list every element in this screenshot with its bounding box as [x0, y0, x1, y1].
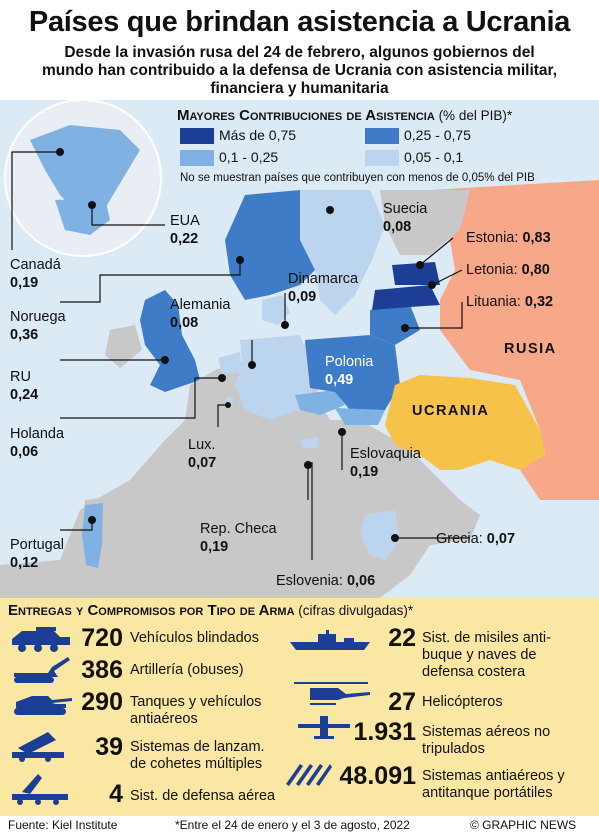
germany-region: [235, 335, 312, 420]
italy-region: [255, 440, 345, 545]
weapon-number-1: 720: [81, 624, 123, 652]
rocket-launcher-icon: [12, 732, 64, 762]
missiles-icon: [286, 764, 332, 786]
weapon-label-7: Helicópteros: [422, 694, 503, 710]
weapon-label-4: Sistemas de lanzam. de cohetes múltiples: [130, 739, 265, 772]
ireland-region: [105, 325, 142, 368]
weapon-label-5: Sist. de defensa aérea: [130, 788, 276, 804]
legend-label-3: 0,1 - 0,25: [219, 149, 279, 165]
weapon-label-8: Sistemas aéreos no tripulados: [422, 724, 551, 757]
norway-region: [225, 190, 315, 300]
label-estonia: Estonia: 0,83: [466, 230, 551, 246]
weapon-number-3: 290: [81, 688, 123, 716]
credit-note: © GRAPHIC NEWS: [470, 818, 577, 832]
legend-label-1: Más de 0,75: [219, 127, 297, 143]
weapons-title: Entregas y Compromisos por Tipo de Arma …: [8, 602, 413, 619]
slovenia-region: [300, 437, 318, 448]
label-portugal: Portugal 0,12: [10, 537, 65, 571]
weapon-label-9: Sistemas antiaéreos y antitanque portáti…: [422, 768, 565, 801]
weapon-label-1: Vehículos blindados: [130, 630, 259, 646]
legend-title-suffix: (% del PIB)*: [438, 108, 513, 123]
legend-label-2: 0,25 - 0,75: [404, 127, 471, 143]
legend-swatch-3: [180, 150, 214, 166]
label-slovenia: Eslovenia: 0,06: [276, 573, 376, 589]
weapon-number-5: 4: [109, 780, 123, 808]
label-slovakia: Eslovaquia 0,19: [350, 446, 421, 480]
howitzer-icon: [14, 657, 70, 683]
armored-vehicle-icon: [12, 627, 70, 652]
legend-note: No se muestran países que contribuyen co…: [180, 172, 535, 184]
weapon-number-4: 39: [95, 733, 123, 761]
russia-region: [430, 180, 599, 500]
europe-map: [0, 100, 599, 598]
sweden-region: [300, 190, 385, 315]
page-subtitle: Desde la invasión rusa del 24 de febrero…: [41, 44, 558, 97]
uk-region: [140, 290, 200, 392]
legend-title-text: Mayores Contribuciones de Asistencia: [177, 107, 435, 124]
latvia-region: [372, 285, 440, 310]
label-poland: Polonia 0,49: [325, 354, 374, 388]
legend-swatch-2: [365, 128, 399, 144]
weapon-label-3: Tanques y vehículos antiaéreos: [130, 694, 262, 727]
weapon-label-2: Artillería (obuses): [130, 662, 244, 678]
netherlands-region: [218, 352, 242, 375]
label-uk: RU 0,24: [10, 369, 39, 403]
label-norway: Noruega 0,36: [10, 309, 66, 343]
weapons-title-suffix: (cifras divulgadas)*: [298, 603, 414, 618]
weapon-number-7: 27: [388, 688, 416, 716]
label-czech: Rep. Checa 0,19: [200, 521, 277, 555]
ukraine-region: [385, 375, 545, 470]
leader-dots: [56, 148, 436, 542]
warship-icon: [290, 630, 370, 650]
usa-shape: [55, 198, 110, 235]
luxembourg-region: [226, 397, 233, 404]
label-canada: Canadá 0,19: [10, 257, 61, 291]
leader-lines: [11, 151, 470, 560]
greece-region: [360, 510, 400, 560]
label-latvia: Letonia: 0,80: [466, 262, 550, 278]
label-denmark: Dinamarca 0,09: [288, 271, 359, 305]
tank-icon: [14, 696, 72, 715]
weapon-number-8: 1.931: [353, 718, 416, 746]
denmark-region: [262, 295, 290, 325]
slovakia-region: [335, 408, 385, 425]
portugal-region: [82, 503, 103, 568]
label-netherlands: Holanda 0,06: [10, 426, 65, 460]
label-russia: RUSIA: [504, 341, 557, 357]
legend-label-4: 0,05 - 0,1: [404, 149, 464, 165]
label-greece: Grecia: 0,07: [436, 531, 516, 547]
czech-region: [295, 390, 345, 415]
air-defense-icon: [12, 774, 68, 805]
label-sweden: Suecia 0,08: [383, 201, 428, 235]
legend-swatch-1: [180, 128, 214, 144]
label-luxembourg: Lux. 0,07: [188, 437, 217, 471]
weapon-number-2: 386: [81, 656, 123, 684]
drone-icon: [298, 716, 350, 739]
source-note: Fuente: Kiel Institute: [8, 818, 118, 832]
poland-region: [305, 335, 400, 410]
date-note: *Entre el 24 de enero y el 3 de agosto, …: [175, 818, 410, 832]
weapon-number-9: 48.091: [339, 762, 416, 790]
weapon-label-6: Sist. de misiles anti-buque y naves de d…: [422, 630, 551, 680]
weapon-number-6: 22: [388, 624, 416, 652]
lithuania-region: [370, 305, 420, 345]
label-usa: EUA 0,22: [170, 213, 200, 247]
label-ukraine: UCRANIA: [412, 403, 490, 419]
label-germany: Alemania 0,08: [170, 297, 231, 331]
weapons-title-text: Entregas y Compromisos por Tipo de Arma: [8, 602, 295, 619]
legend-title: Mayores Contribuciones de Asistencia (% …: [177, 107, 512, 124]
page-title: Países que brindan asistencia a Ucrania: [28, 6, 571, 38]
estonia-region: [392, 262, 440, 285]
iberia-region: [82, 490, 175, 575]
label-lithuania: Lituania: 0,32: [466, 294, 554, 310]
finland-region: [380, 190, 470, 255]
legend-swatch-4: [365, 150, 399, 166]
helicopter-icon: [294, 682, 370, 705]
